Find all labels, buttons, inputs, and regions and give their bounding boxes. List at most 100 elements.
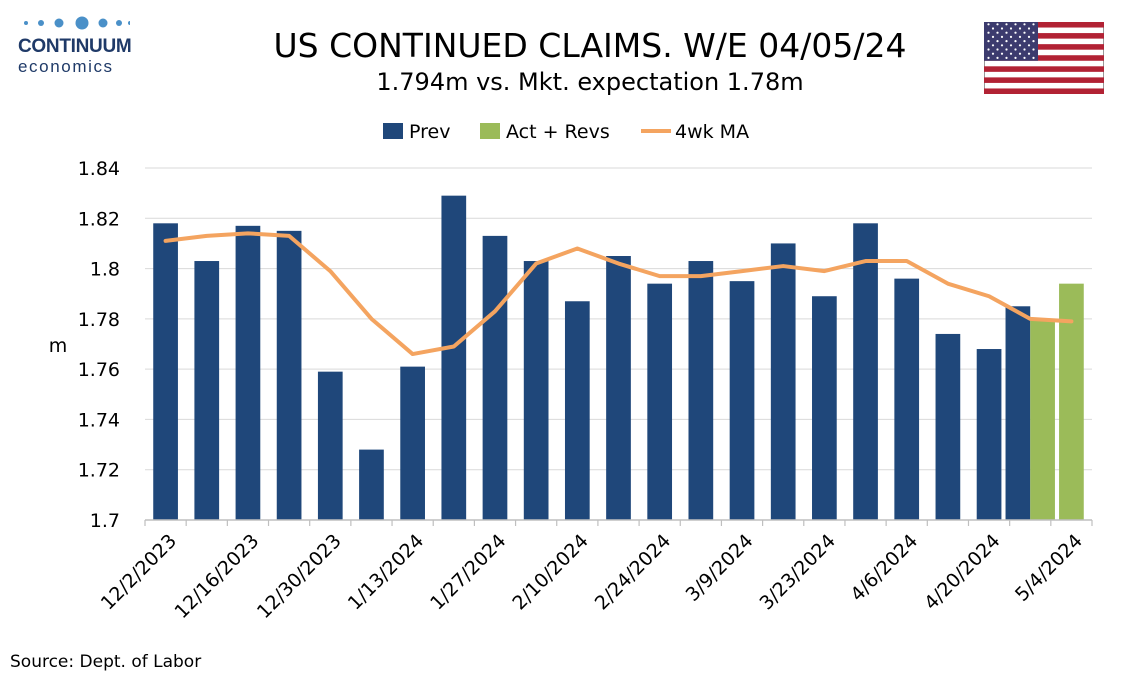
legend-item-act-revs-swatch xyxy=(480,123,500,139)
flag-star xyxy=(996,40,999,43)
y-tick-label: 1.84 xyxy=(78,158,120,180)
legend-item-prev-swatch xyxy=(383,123,403,139)
bar-prev xyxy=(523,261,549,520)
flag-star xyxy=(1023,31,1026,34)
legend-item-act-revs: Act + Revs xyxy=(506,121,610,143)
bar-prev xyxy=(276,230,302,520)
flag-star xyxy=(1018,35,1022,38)
y-tick-label: 1.72 xyxy=(78,460,120,482)
flag-star xyxy=(1027,52,1031,55)
x-tick-label: 3/9/2024 xyxy=(682,530,758,606)
flag-star xyxy=(1023,23,1026,26)
flag-star xyxy=(1018,52,1022,55)
flag-star xyxy=(1032,56,1035,60)
x-axis-ticks: 12/2/202312/16/202312/30/20231/13/20241/… xyxy=(97,530,1087,623)
y-tick-label: 1.74 xyxy=(78,409,120,431)
bar-prev xyxy=(894,278,920,520)
bar-prev xyxy=(359,449,384,520)
flag-star xyxy=(1027,35,1031,38)
flag-star xyxy=(1018,27,1022,30)
x-tick-label: 1/27/2024 xyxy=(426,530,510,614)
x-tick-label: 2/24/2024 xyxy=(591,530,675,614)
moving-average-line xyxy=(163,231,1074,357)
bar-prev xyxy=(976,349,1002,520)
continuum-logo: CONTINUUM economics xyxy=(8,12,138,82)
x-axis xyxy=(144,519,1093,526)
bar-prev xyxy=(441,195,467,520)
bar-act-revs xyxy=(1030,318,1055,520)
bar-prev xyxy=(729,281,755,520)
x-tick-label: 3/23/2024 xyxy=(755,530,839,614)
flag-star xyxy=(1000,52,1004,55)
flag-star xyxy=(996,31,999,34)
x-tick-label: 1/13/2024 xyxy=(344,530,428,614)
flag-star xyxy=(1005,31,1008,34)
flag-star xyxy=(1009,27,1013,30)
flag-star xyxy=(987,48,990,51)
legend-item-prev: Prev xyxy=(409,121,450,143)
bar-prev xyxy=(647,283,673,520)
flag-star xyxy=(1009,44,1013,47)
y-tick-label: 1.78 xyxy=(78,309,120,331)
x-tick-label: 12/30/2023 xyxy=(253,530,346,623)
y-tick-label: 1.76 xyxy=(78,359,120,381)
us-flag-icon xyxy=(984,22,1104,94)
flag-star xyxy=(1014,23,1017,26)
flag-star xyxy=(1009,35,1013,38)
logo-subtitle: economics xyxy=(18,57,114,76)
chart-subtitle: 1.794m vs. Mkt. expectation 1.78m xyxy=(376,68,804,96)
y-axis-label: m xyxy=(49,335,68,357)
x-tick-label: 12/16/2023 xyxy=(170,530,263,623)
flag-star xyxy=(987,40,990,43)
flag-star xyxy=(1032,40,1035,43)
logo-name: CONTINUUM xyxy=(18,36,132,57)
x-tick-label: 12/2/2023 xyxy=(97,530,181,614)
flag-star xyxy=(991,35,995,38)
flag-star xyxy=(1005,40,1008,43)
flag-star xyxy=(991,44,995,47)
x-tick-label: 5/4/2024 xyxy=(1011,530,1087,606)
flag-star xyxy=(996,56,999,60)
bar-prev xyxy=(153,223,178,521)
chart-title: US CONTINUED CLAIMS. W/E 04/05/24 xyxy=(273,26,907,65)
flag-star xyxy=(996,23,999,26)
bar-prev xyxy=(935,333,961,520)
flag-star xyxy=(1005,56,1008,60)
x-tick-label: 4/20/2024 xyxy=(920,530,1004,614)
legend-item-4wk-ma: 4wk MA xyxy=(675,121,749,143)
flag-star xyxy=(987,31,990,34)
flag-star xyxy=(1027,44,1031,47)
flag-star xyxy=(1018,44,1022,47)
flag-star xyxy=(1032,48,1035,51)
flag-star xyxy=(1000,35,1004,38)
flag-star xyxy=(1027,27,1031,30)
y-tick-label: 1.7 xyxy=(90,510,120,532)
bar-prev xyxy=(688,261,714,520)
y-axis-ticks: 1.84 1.82 1.8 1.78 1.76 1.74 1.72 1.7 xyxy=(78,158,120,532)
bar-prev xyxy=(194,261,220,520)
flag-star xyxy=(1023,40,1026,43)
flag-star xyxy=(1005,48,1008,51)
flag-star xyxy=(1023,56,1026,60)
flag-star xyxy=(1014,31,1017,34)
source-note: Source: Dept. of Labor xyxy=(10,652,202,672)
flag-star xyxy=(987,23,990,26)
flag-star xyxy=(1014,48,1017,51)
x-tick-label: 4/6/2024 xyxy=(846,530,922,606)
flag-star xyxy=(1000,27,1004,30)
flag-star xyxy=(1014,56,1017,60)
bar-prev xyxy=(235,225,261,521)
legend: Prev Act + Revs 4wk MA xyxy=(383,121,749,143)
y-tick-label: 1.8 xyxy=(90,259,120,281)
flag-star xyxy=(996,48,999,51)
bar-prev xyxy=(400,366,425,520)
flag-star xyxy=(991,27,995,30)
bar-prev xyxy=(1005,306,1031,520)
bar-prev xyxy=(812,296,837,520)
flag-star xyxy=(1005,23,1008,26)
flag-star xyxy=(1032,31,1035,34)
flag-star xyxy=(991,52,995,55)
flag-star xyxy=(1000,44,1004,47)
flag-star xyxy=(1014,40,1017,43)
bar-prev xyxy=(317,371,343,520)
